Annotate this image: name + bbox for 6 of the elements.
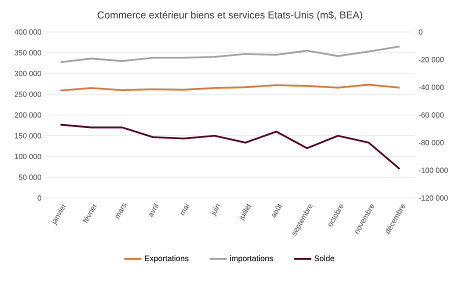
legend-label: Solde: [314, 255, 334, 262]
line-series: [60, 124, 400, 170]
legend-label: Exportations: [144, 255, 188, 263]
chart-title: Commerce extérieur biens et services Etats-Unis (m$, BEA): [98, 10, 362, 20]
line-series: [60, 46, 400, 64]
legend-label: importations: [230, 255, 273, 263]
